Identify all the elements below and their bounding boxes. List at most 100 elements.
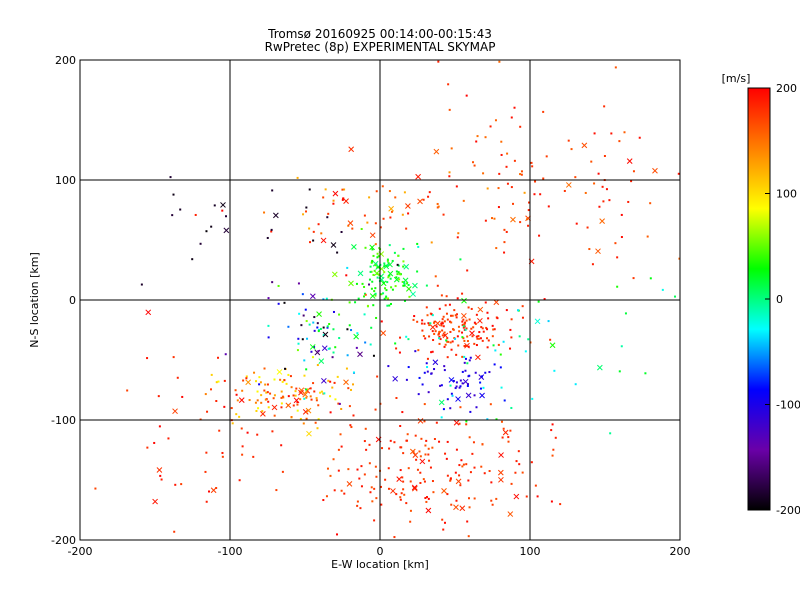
scatter-point: [289, 375, 292, 378]
scatter-point: [172, 408, 178, 415]
scatter-point: [399, 424, 402, 427]
scatter-point: [437, 205, 440, 208]
scatter-point: [316, 427, 319, 430]
scatter-point: [383, 262, 386, 265]
scatter-point: [369, 343, 372, 346]
scatter-point: [375, 316, 378, 319]
scatter-point: [376, 375, 379, 378]
scatter-point: [306, 337, 309, 340]
scatter-point: [380, 330, 387, 337]
scatter-point: [326, 326, 329, 329]
scatter-point: [550, 500, 553, 503]
scatter-point: [515, 460, 518, 463]
scatter-point: [354, 301, 357, 304]
scatter-point: [343, 188, 346, 191]
scatter-point: [352, 414, 355, 417]
scatter-point: [382, 217, 385, 220]
scatter-point: [368, 196, 371, 199]
scatter-point: [519, 173, 522, 176]
scatter-point: [449, 320, 452, 323]
scatter-point: [369, 244, 375, 251]
scatter-point: [486, 346, 489, 349]
scatter-point: [267, 400, 270, 403]
scatter-point: [266, 383, 269, 386]
scatter-point: [491, 503, 494, 506]
scatter-point: [275, 489, 278, 492]
scatter-point: [480, 465, 483, 468]
scatter-point: [451, 314, 454, 317]
scatter-point: [378, 247, 381, 250]
scatter-point: [408, 295, 411, 298]
scatter-point: [428, 191, 431, 194]
scatter-point: [223, 379, 226, 382]
scatter-point: [649, 202, 652, 205]
scatter-point: [363, 292, 366, 295]
scatter-point: [609, 432, 612, 435]
scatter-point: [305, 388, 308, 391]
scatter-point: [333, 381, 336, 384]
scatter-point: [387, 467, 390, 470]
scatter-point: [497, 469, 504, 476]
scatter-point: [276, 369, 283, 375]
scatter-point: [488, 470, 491, 473]
scatter-point: [415, 458, 418, 461]
scatter-point: [554, 436, 557, 439]
scatter-point: [605, 188, 608, 191]
scatter-point: [317, 350, 320, 353]
scatter-point: [465, 344, 468, 347]
scatter-point: [394, 285, 397, 288]
scatter-point: [677, 172, 680, 175]
scatter-point: [475, 140, 478, 143]
x-tick-label-4: 200: [670, 545, 691, 558]
chart-title: Tromsø 20160925 00:14:00-00:15:43: [267, 27, 492, 41]
scatter-point: [374, 222, 377, 225]
scatter-point: [406, 285, 412, 292]
scatter-point: [285, 402, 292, 409]
scatter-point: [412, 282, 418, 289]
scatter-point: [500, 140, 503, 143]
scatter-point: [352, 371, 355, 374]
scatter-point: [466, 520, 469, 523]
scatter-point: [652, 167, 658, 174]
scatter-point: [491, 324, 494, 327]
y-axis: -200 -100 0 100 200: [51, 54, 86, 547]
scatter-point: [380, 503, 383, 506]
scatter-point: [283, 379, 286, 382]
scatter-point: [350, 426, 353, 429]
scatter-point: [387, 365, 390, 368]
scatter-point: [422, 478, 425, 481]
scatter-point: [303, 359, 306, 362]
scatter-point: [498, 452, 504, 458]
scatter-point: [449, 384, 452, 387]
scatter-point: [267, 406, 270, 409]
scatter-point: [545, 155, 548, 158]
scatter-point: [437, 60, 440, 63]
scatter-point: [387, 270, 394, 277]
scatter-point: [434, 320, 441, 327]
scatter-point: [373, 290, 376, 293]
scatter-point: [308, 188, 311, 191]
scatter-point: [412, 318, 415, 321]
scatter-point: [325, 495, 328, 498]
scatter-point: [240, 427, 243, 430]
scatter-point: [265, 391, 268, 394]
scatter-point: [489, 403, 492, 406]
scatter-point: [462, 323, 465, 326]
scatter-point: [483, 472, 486, 475]
scatter-point: [441, 329, 444, 332]
scatter-point: [461, 312, 467, 319]
scatter-point: [241, 389, 244, 392]
scatter-point: [438, 399, 445, 406]
scatter-point: [547, 205, 550, 208]
scatter-point: [465, 392, 472, 399]
scatter-point: [305, 210, 308, 213]
scatter-point: [326, 216, 329, 219]
scatter-point: [524, 350, 527, 353]
scatter-point: [481, 443, 484, 446]
scatter-point: [433, 368, 436, 371]
scatter-point: [499, 353, 502, 356]
scatter-point: [310, 350, 313, 353]
scatter-point: [348, 146, 355, 153]
scatter-point: [146, 446, 149, 449]
scatter-point: [379, 485, 382, 488]
